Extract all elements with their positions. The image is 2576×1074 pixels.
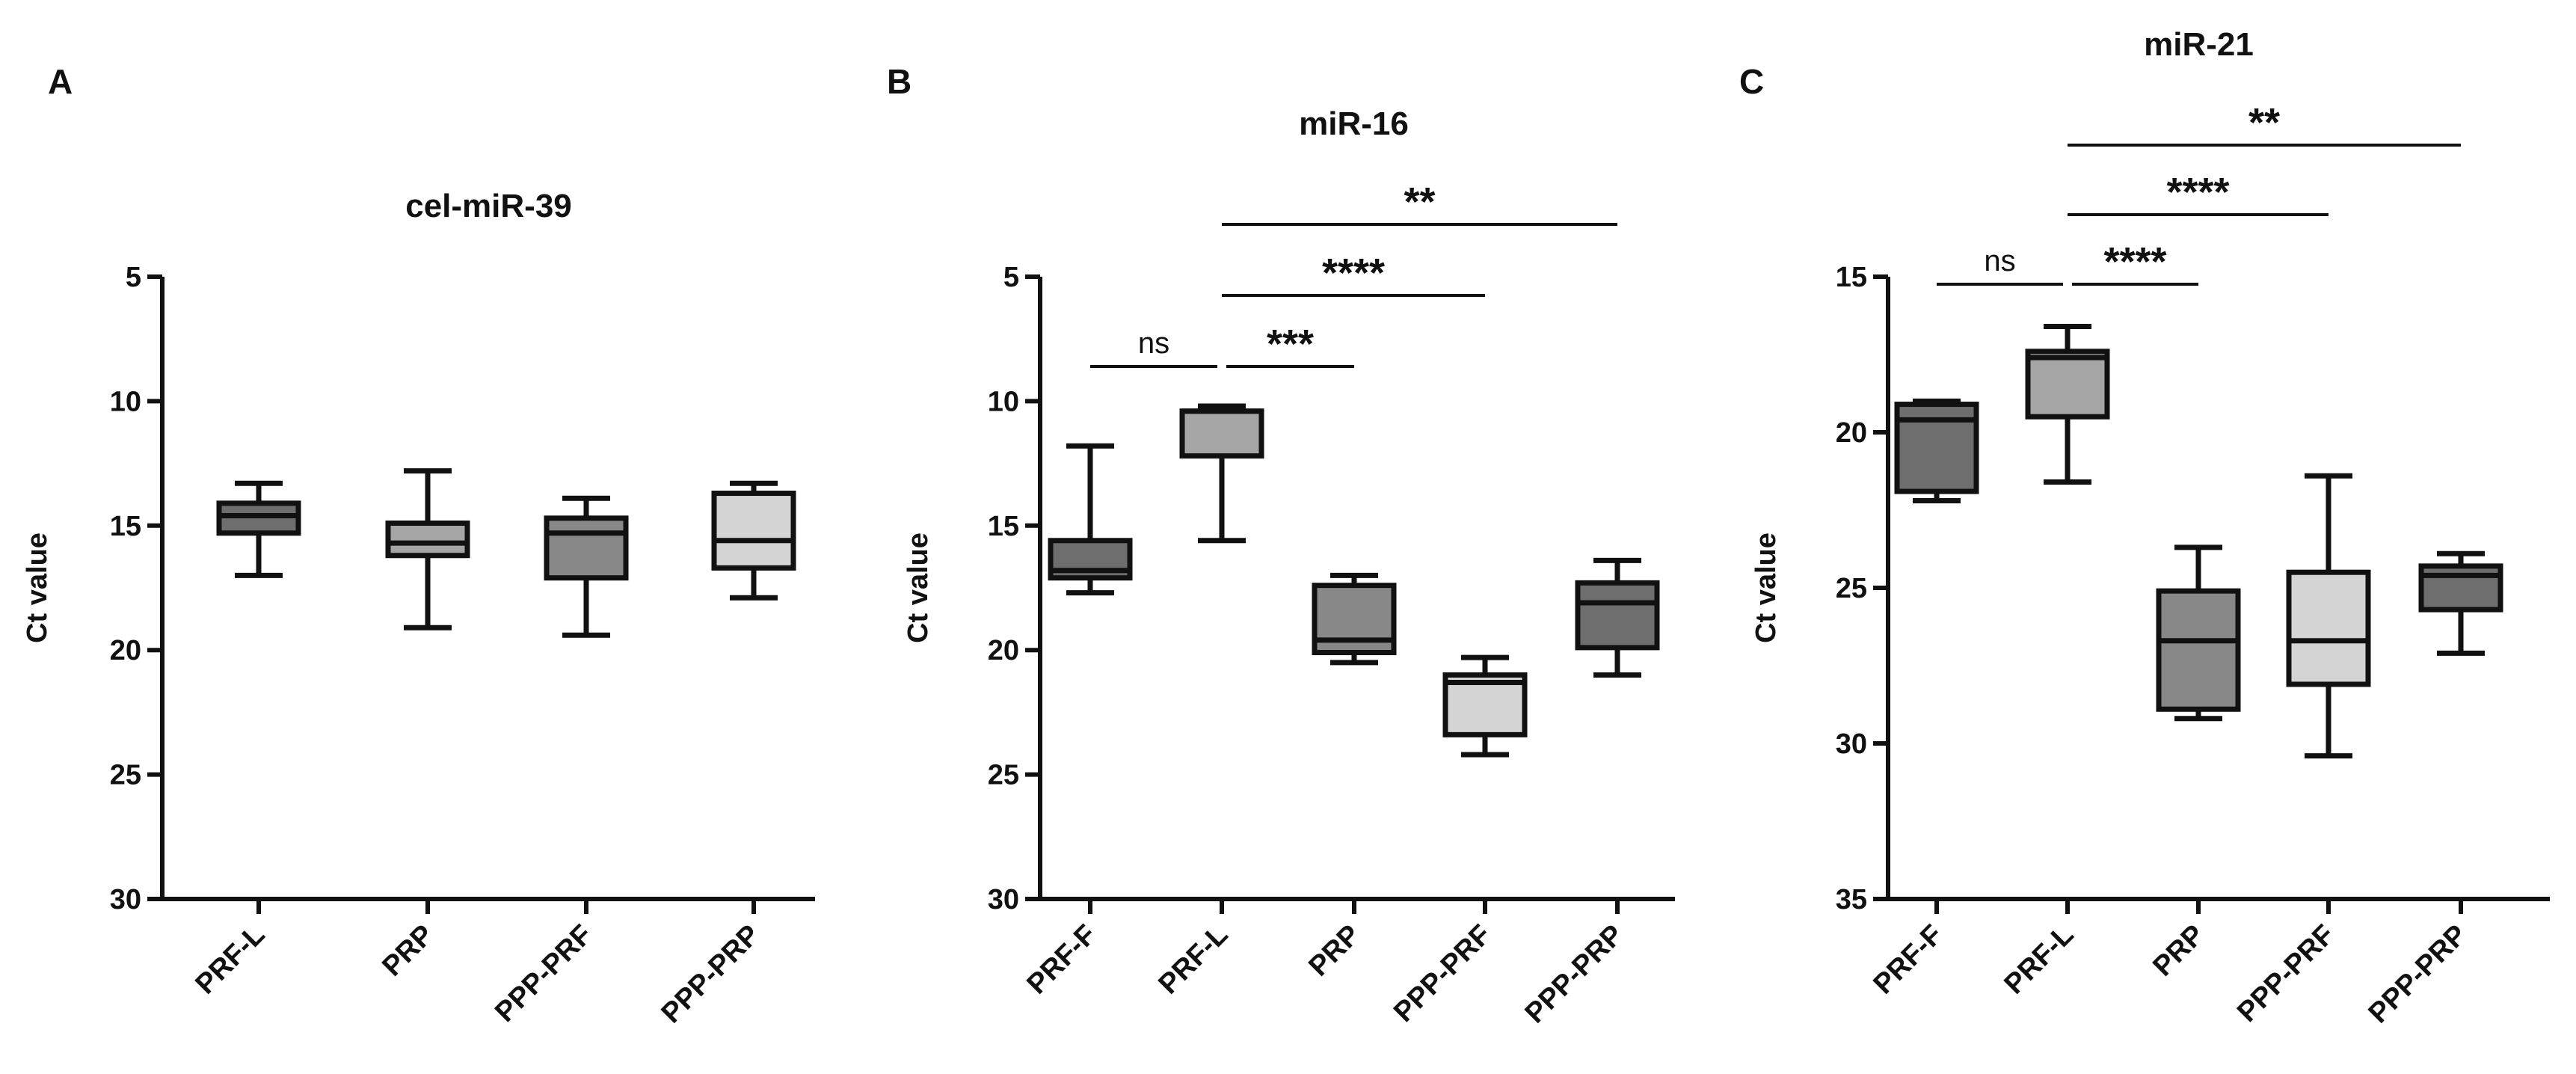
chart-title: cel-miR-39: [405, 188, 572, 224]
box-prp: [1312, 572, 1397, 666]
x-tick-label: PPP-PRP: [656, 919, 766, 1030]
y-tick-label: 15: [110, 511, 141, 542]
x-tick-label: PRF-L: [1999, 919, 2080, 1001]
box-rect: [2418, 563, 2503, 613]
significance-bracket: ****: [2072, 239, 2198, 286]
panel-letter: B: [887, 62, 912, 101]
significance-label: ****: [2103, 239, 2166, 284]
x-tick-label: PRF-F: [1868, 919, 1949, 1001]
y-tick-label: 30: [988, 884, 1019, 915]
box-ppp-prp: [2418, 550, 2503, 656]
y-tick-label: 35: [1836, 884, 1867, 915]
box-ppp-prf: [2286, 473, 2371, 759]
significance-label: ****: [2166, 170, 2229, 215]
significance-label: **: [2248, 100, 2280, 145]
y-tick-label: 5: [1003, 262, 1019, 293]
box-prp: [385, 468, 470, 630]
box-ppp-prf: [1442, 654, 1528, 758]
box-prf-f: [1048, 443, 1133, 596]
y-tick-label: 20: [988, 635, 1019, 666]
box-rect: [1575, 580, 1660, 651]
x-tick-label: PRP: [2147, 919, 2210, 983]
y-tick-label: 25: [1836, 573, 1867, 604]
y-tick-label: 30: [1836, 728, 1867, 760]
significance-bracket: ****: [2068, 170, 2328, 216]
box-rect: [544, 515, 629, 581]
significance-label: **: [1404, 179, 1435, 224]
significance-bracket: **: [1222, 179, 1617, 226]
significance-bracket: ns: [1937, 245, 2063, 286]
y-axis-label: Ct value: [22, 533, 53, 643]
x-tick-label: PPP-PRF: [2231, 919, 2340, 1028]
box-rect: [2025, 349, 2110, 420]
box-ppp-prp: [711, 480, 796, 601]
x-tick-label: PRF-F: [1021, 919, 1103, 1001]
x-tick-label: PPP-PRP: [1519, 919, 1630, 1030]
x-tick-label: PPP-PRP: [2363, 919, 2474, 1030]
significance-bracket: **: [2068, 100, 2461, 147]
box-ppp-prf: [544, 495, 629, 638]
significance-label: ns: [1984, 245, 2015, 277]
x-tick-label: PPP-PRF: [1388, 919, 1497, 1028]
y-tick-label: 25: [988, 760, 1019, 791]
significance-bracket: ns: [1090, 327, 1217, 368]
y-tick-label: 10: [988, 386, 1019, 417]
chart-title: miR-16: [1299, 105, 1409, 142]
box-prf-l: [2025, 324, 2110, 485]
x-tick-label: PRP: [376, 919, 440, 983]
y-tick-label: 20: [110, 635, 141, 666]
significance-label: ns: [1138, 327, 1169, 360]
panel-letter: C: [1739, 62, 1764, 101]
y-axis-label: Ct value: [1750, 533, 1782, 643]
panel-letter: A: [48, 62, 73, 101]
x-tick-label: PRF-L: [1153, 919, 1235, 1001]
chart-title: miR-21: [2144, 26, 2254, 63]
box-prf-f: [1894, 398, 1979, 504]
y-tick-label: 20: [1836, 417, 1867, 449]
y-tick-label: 30: [110, 884, 141, 915]
box-rect: [2156, 588, 2241, 712]
box-prp: [2156, 544, 2241, 722]
significance-label: ****: [1322, 251, 1385, 295]
x-tick-label: PRF-L: [190, 919, 271, 1001]
y-tick-label: 15: [1836, 262, 1867, 293]
box-rect: [711, 491, 796, 571]
box-rect: [1179, 408, 1264, 459]
x-tick-label: PPP-PRF: [489, 919, 598, 1028]
y-tick-label: 15: [988, 511, 1019, 542]
y-tick-label: 5: [126, 262, 141, 293]
significance-label: ***: [1267, 322, 1314, 366]
y-axis-label: Ct value: [903, 533, 934, 643]
box-prf-l: [1179, 403, 1264, 544]
x-tick-label: PRP: [1303, 919, 1366, 983]
box-ppp-prp: [1575, 557, 1660, 678]
significance-bracket: ****: [1222, 251, 1485, 297]
box-prf-l: [216, 480, 301, 578]
box-rect: [2286, 569, 2371, 687]
y-tick-label: 10: [110, 386, 141, 417]
significance-bracket: ***: [1226, 322, 1354, 368]
y-tick-label: 25: [110, 760, 141, 791]
box-rect: [385, 520, 470, 559]
